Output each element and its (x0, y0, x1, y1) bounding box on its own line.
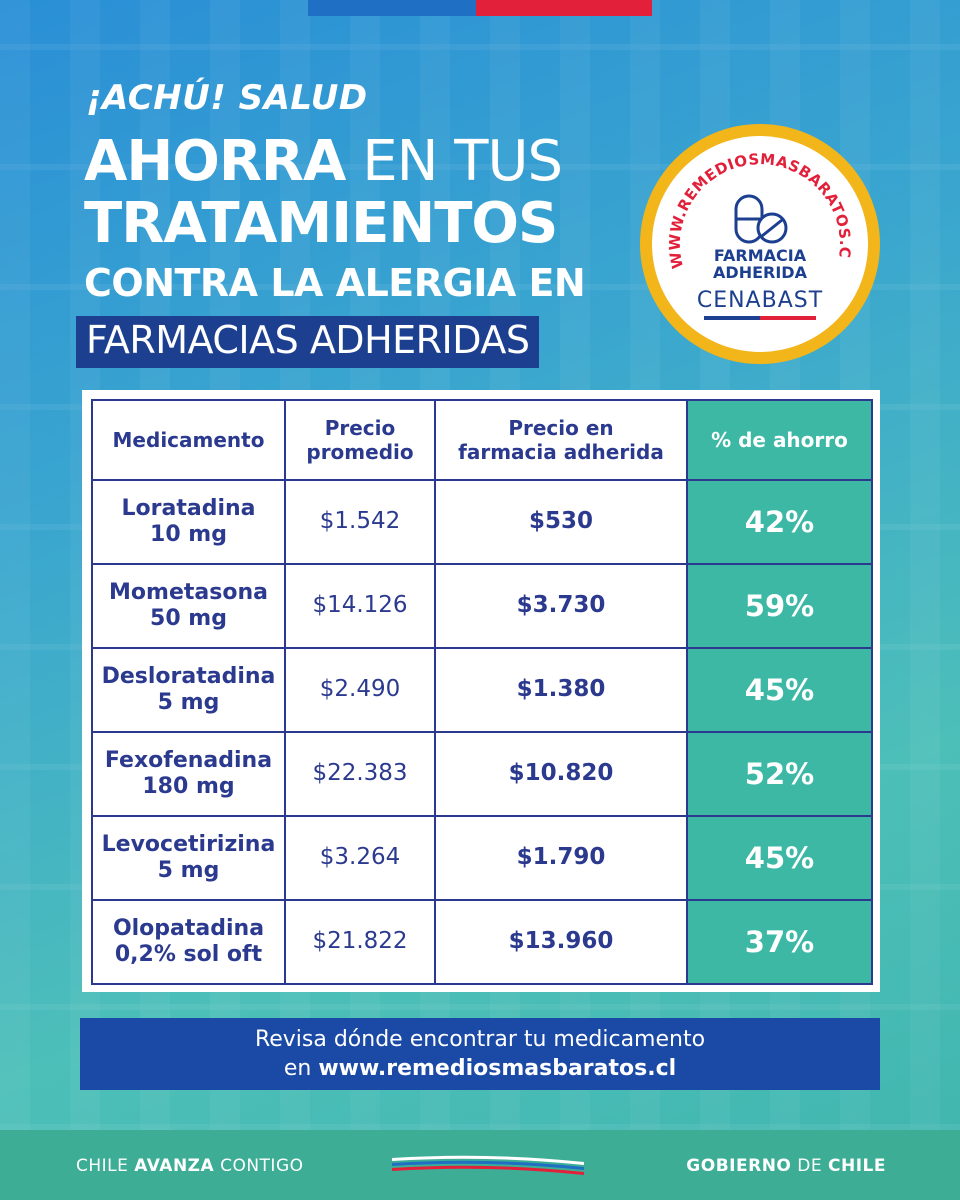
eyebrow-label: ¡ACHÚ! SALUD (86, 78, 368, 118)
footer-slogan-b: AVANZA (134, 1156, 215, 1176)
seal-flag-line (704, 316, 816, 320)
flag-bar (308, 0, 652, 16)
table-row: Fexofenadina 180 mg $22.383 $10.820 52% (91, 731, 873, 817)
flag-bar-red (476, 0, 652, 16)
pill-icon (734, 194, 788, 244)
header-ahorro: % de ahorro (686, 399, 873, 481)
cta-prefix: en (283, 1055, 319, 1081)
cell-precio-promedio: $2.490 (284, 647, 436, 733)
cell-ahorro: 52% (686, 731, 873, 817)
price-table-card: Medicamento Precio promedio Precio en fa… (82, 390, 880, 992)
med-name: Fexofenadina (104, 747, 273, 773)
cell-precio-adherida: $13.960 (434, 899, 688, 985)
cta-line-1: Revisa dónde encontrar tu medicamento (254, 1027, 706, 1052)
header-precio-adherida-l2: farmacia adherida (458, 440, 664, 464)
table-row: Levocetirizina 5 mg $3.264 $1.790 45% (91, 815, 873, 901)
headline-rest: EN TUS (345, 129, 563, 194)
headline-highlight: FARMACIAS ADHERIDAS (76, 316, 540, 368)
headline-line-3: CONTRA LA ALERGIA EN (84, 261, 586, 305)
cell-precio-adherida: $1.380 (434, 647, 688, 733)
flag-bar-blue (308, 0, 476, 16)
cell-precio-promedio: $22.383 (284, 731, 436, 817)
cell-precio-promedio: $1.542 (284, 479, 436, 565)
table-row: Olopatadina 0,2% sol oft $21.822 $13.960 … (91, 899, 873, 985)
cell-precio-adherida: $10.820 (434, 731, 688, 817)
cell-ahorro: 37% (686, 899, 873, 985)
footer-gobierno-a: GOBIERNO (686, 1156, 792, 1176)
cell-precio-adherida: $530 (434, 479, 688, 565)
seal-graphics: WWW.REMEDIOSMASBARATOS.CL (640, 124, 854, 270)
footer-bar: CHILE AVANZA CONTIGO GOBIERNO DE CHILE (0, 1130, 960, 1200)
cell-ahorro: 45% (686, 815, 873, 901)
price-table: Medicamento Precio promedio Precio en fa… (91, 399, 873, 985)
headline-line-1: AHORRA EN TUS (84, 134, 563, 190)
med-dose: 10 mg (150, 522, 227, 547)
cell-precio-adherida: $3.730 (434, 563, 688, 649)
cell-ahorro: 45% (686, 647, 873, 733)
seal-label: FARMACIA ADHERIDA (640, 246, 880, 282)
header-precio-promedio: Precio promedio (284, 399, 436, 481)
footer-slogan: CHILE AVANZA CONTIGO (76, 1156, 304, 1176)
med-dose: 5 mg (157, 690, 220, 715)
table-header-row: Medicamento Precio promedio Precio en fa… (91, 399, 873, 481)
cell-ahorro: 59% (686, 563, 873, 649)
med-dose: 50 mg (150, 606, 227, 631)
cell-precio-adherida: $1.790 (434, 815, 688, 901)
cell-medicamento: Desloratadina 5 mg (91, 647, 286, 733)
cell-precio-promedio: $3.264 (284, 815, 436, 901)
footer-slogan-c: CONTIGO (214, 1156, 304, 1176)
header-medicamento: Medicamento (91, 399, 286, 481)
cell-medicamento: Olopatadina 0,2% sol oft (91, 899, 286, 985)
med-name: Olopatadina (112, 915, 265, 941)
footer-flag-swoosh-icon (392, 1155, 584, 1175)
seal-line-2: ADHERIDA (713, 262, 807, 282)
med-name: Desloratadina (101, 663, 276, 689)
header-precio-adherida-l1: Precio en (508, 416, 614, 440)
cell-precio-promedio: $21.822 (284, 899, 436, 985)
cell-precio-promedio: $14.126 (284, 563, 436, 649)
med-name: Mometasona (109, 579, 268, 605)
table-row: Mometasona 50 mg $14.126 $3.730 59% (91, 563, 873, 649)
header-precio-promedio-l2: promedio (306, 440, 414, 464)
footer-gobierno-b: DE (791, 1156, 829, 1176)
med-dose: 5 mg (157, 858, 220, 883)
cell-medicamento: Levocetirizina 5 mg (91, 815, 286, 901)
med-dose: 180 mg (142, 774, 235, 799)
cell-medicamento: Mometasona 50 mg (91, 563, 286, 649)
seal-brand: CENABAST (696, 288, 824, 313)
farmacia-adherida-seal: WWW.REMEDIOSMASBARATOS.CL FARMACIA ADHER… (640, 124, 880, 364)
cell-medicamento: Fexofenadina 180 mg (91, 731, 286, 817)
med-dose: 0,2% sol oft (114, 942, 263, 967)
footer-gobierno-c: CHILE (828, 1156, 886, 1176)
header-precio-promedio-l1: Precio (324, 416, 396, 440)
cta-url-link[interactable]: www.remediosmasbaratos.cl (318, 1055, 677, 1081)
table-row: Loratadina 10 mg $1.542 $530 42% (91, 479, 873, 565)
cell-medicamento: Loratadina 10 mg (91, 479, 286, 565)
cell-ahorro: 42% (686, 479, 873, 565)
headline-line-2: TRATAMIENTOS (84, 191, 558, 256)
table-row: Desloratadina 5 mg $2.490 $1.380 45% (91, 647, 873, 733)
footer-gobierno: GOBIERNO DE CHILE (686, 1156, 886, 1176)
footer-slogan-a: CHILE (76, 1156, 135, 1176)
cta-line-2: en www.remediosmasbaratos.cl (80, 1055, 880, 1084)
med-name: Loratadina (121, 495, 256, 521)
seal-line-1: FARMACIA (713, 246, 807, 265)
cta-banner: Revisa dónde encontrar tu medicamento en… (80, 1018, 880, 1090)
med-name: Levocetirizina (101, 831, 276, 857)
header-precio-adherida: Precio en farmacia adherida (434, 399, 688, 481)
headline-strong: AHORRA (84, 129, 346, 194)
